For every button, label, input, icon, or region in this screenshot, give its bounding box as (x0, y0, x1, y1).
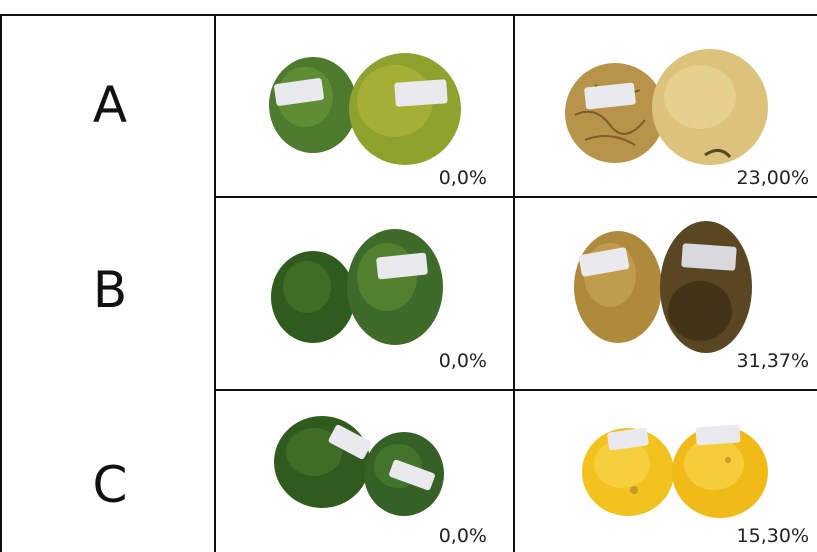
fruit-image-b-right (574, 221, 752, 353)
column-divider-2 (513, 14, 515, 552)
left-border (0, 14, 2, 552)
fruit-image-c-left (274, 416, 444, 516)
value-b-left: 0,0% (438, 350, 487, 372)
value-c-right: 15,30% (736, 525, 809, 547)
top-border (0, 14, 817, 16)
value-a-left: 0,0% (438, 167, 487, 189)
fruit-image-c-right (582, 424, 768, 518)
fruit-image-b-left (271, 229, 443, 345)
row-label-a: A (92, 76, 128, 134)
fruit-image-a-right (565, 49, 768, 165)
column-divider-1 (214, 14, 216, 552)
row-label-b: B (92, 261, 128, 319)
value-a-right: 23,00% (736, 167, 809, 189)
row-label-c: C (92, 456, 128, 514)
row-divider-1 (214, 196, 817, 198)
fruit-image-a-left (269, 53, 461, 165)
value-b-right: 31,37% (736, 350, 809, 372)
value-c-left: 0,0% (438, 525, 487, 547)
row-divider-2 (214, 389, 817, 391)
